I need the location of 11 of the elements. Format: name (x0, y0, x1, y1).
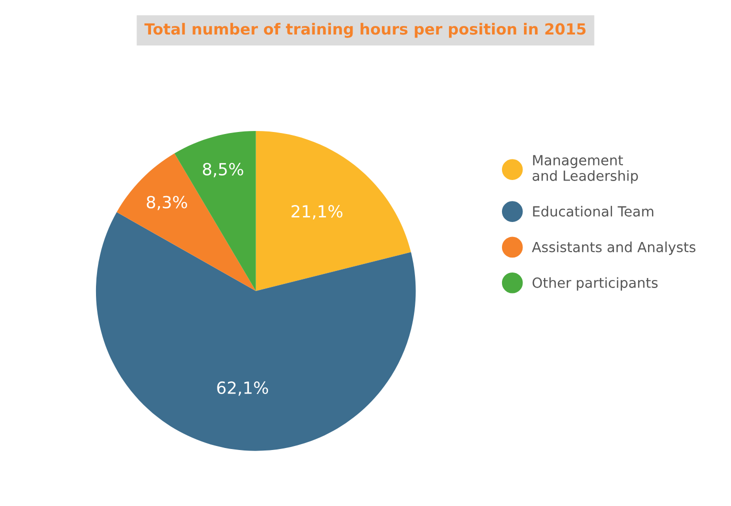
data-label: 8,3% (146, 196, 188, 210)
legend-label: Assistants and Analysts (532, 242, 696, 255)
legend-label: Management and Leadership (532, 155, 638, 184)
data-label: 21,1% (292, 205, 342, 220)
pie-slice (116, 153, 256, 291)
data-label: 62,1% (217, 381, 268, 396)
pie-slice (256, 131, 411, 291)
legend-label: Educational Team (533, 206, 654, 217)
legend-label: Other participants (532, 277, 658, 291)
chart-title: Total number of training hours per position in 2015 (144, 22, 586, 38)
data-label: 8,5% (202, 162, 244, 178)
